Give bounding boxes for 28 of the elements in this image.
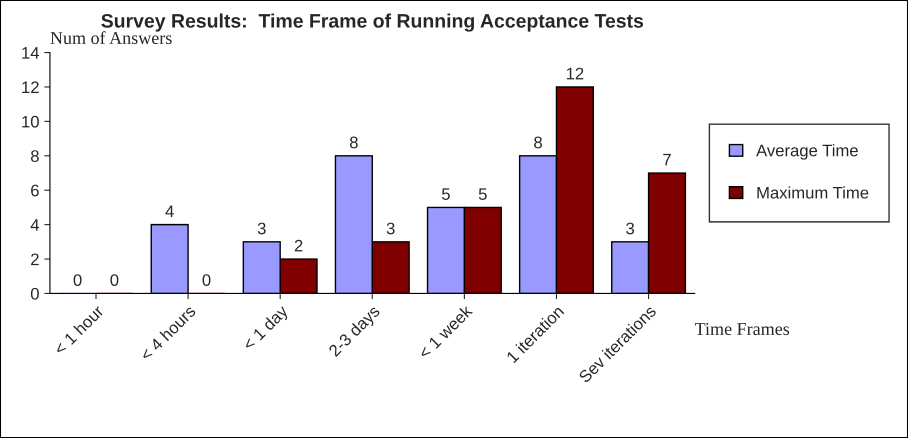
data-label: 5 — [442, 188, 450, 200]
legend-label: Average Time — [756, 144, 858, 160]
data-label: 3 — [386, 222, 395, 234]
data-label: 2 — [294, 240, 302, 252]
x-axis-title: Time Frames — [694, 322, 790, 336]
data-label: 0 — [110, 274, 118, 286]
data-label: 8 — [534, 136, 542, 148]
chart-title: Survey Results: Time Frame of Running Acceptance Tests — [101, 13, 644, 32]
data-label: 8 — [350, 136, 358, 148]
data-label: 12 — [566, 68, 584, 80]
data-label: 4 — [165, 206, 174, 218]
y-tick-label: 2 — [31, 253, 39, 266]
data-label: 5 — [478, 188, 487, 200]
y-tick-label: 10 — [22, 116, 39, 128]
data-label: 3 — [626, 222, 634, 234]
legend-label: Maximum Time — [757, 186, 868, 199]
data-label: 3 — [258, 222, 266, 234]
data-label: 0 — [74, 274, 82, 286]
data-label: 7 — [663, 154, 671, 166]
y-tick-label: 8 — [30, 150, 39, 162]
x-tick-label: < 1 day — [242, 304, 292, 354]
y-tick-label: 0 — [30, 288, 39, 300]
y-tick-label: 6 — [31, 184, 39, 196]
y-tick-label: 14 — [22, 47, 40, 59]
data-label: 0 — [202, 274, 210, 286]
y-axis-title: Num of Answers — [50, 31, 172, 44]
y-tick-label: 4 — [30, 219, 40, 231]
y-tick-label: 12 — [22, 81, 39, 94]
